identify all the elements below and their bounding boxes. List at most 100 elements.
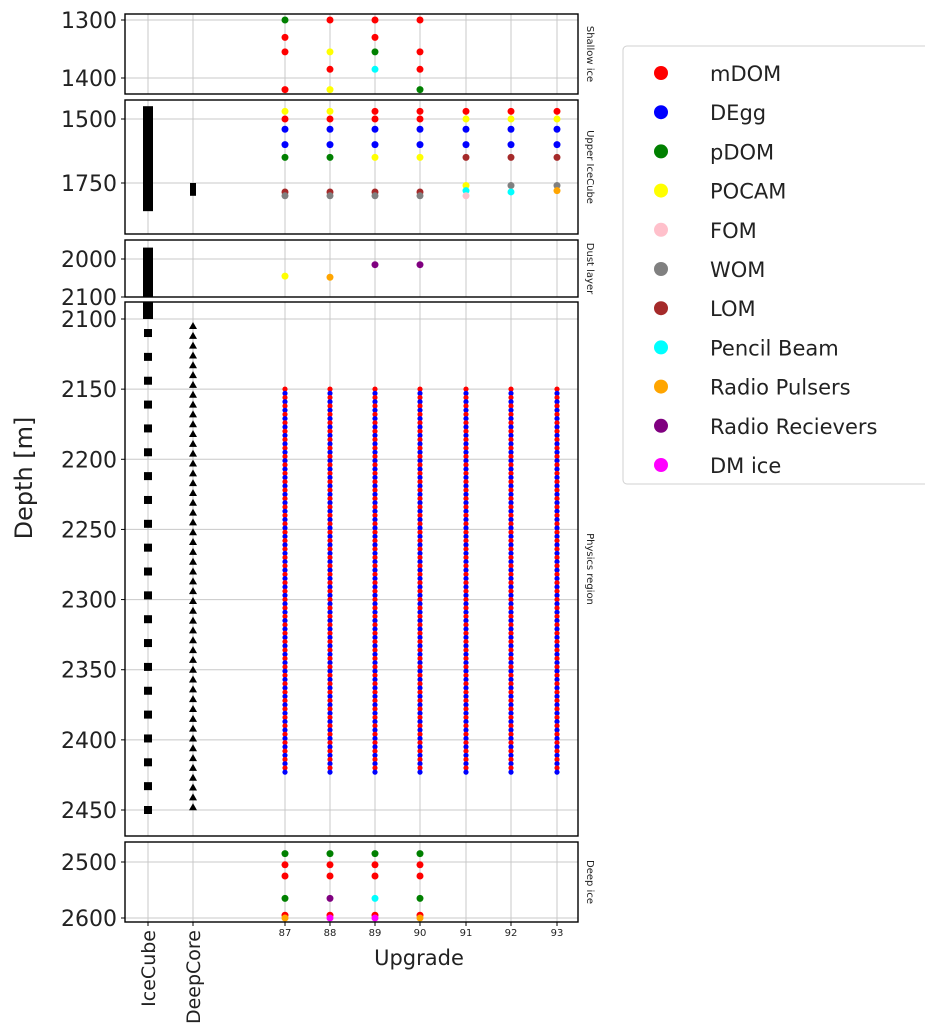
upgrade-module-marker bbox=[327, 605, 333, 611]
upgrade-module-marker bbox=[372, 622, 378, 628]
upgrade-module-marker bbox=[327, 411, 333, 417]
x-axis-label: Upgrade bbox=[374, 946, 464, 970]
panel-physics-region: 2100 2150 2200 2250 2300 2350 2400 2450 Physics … bbox=[61, 301, 595, 837]
upgrade-module-marker bbox=[554, 538, 560, 544]
y-tick-label: 2350 bbox=[61, 659, 117, 684]
upgrade-module-marker bbox=[417, 596, 423, 603]
upgrade-module-marker bbox=[327, 487, 333, 493]
upgrade-module-marker bbox=[372, 765, 378, 771]
upgrade-module-marker bbox=[327, 639, 333, 645]
x-tick-label: 93 bbox=[551, 928, 564, 939]
y-tick-label: 2450 bbox=[61, 799, 117, 824]
upgrade-module-marker bbox=[281, 894, 289, 902]
upgrade-module-marker bbox=[508, 449, 514, 455]
upgrade-module-marker bbox=[372, 668, 378, 674]
upgrade-module-marker bbox=[282, 660, 288, 666]
upgrade-module-marker bbox=[554, 441, 560, 447]
deepcore-marker bbox=[189, 420, 197, 428]
upgrade-module-marker bbox=[462, 153, 470, 161]
upgrade-module-marker bbox=[327, 546, 333, 552]
upgrade-module-marker bbox=[554, 664, 560, 670]
upgrade-module-marker bbox=[282, 483, 288, 489]
upgrade-module-marker bbox=[282, 386, 288, 392]
upgrade-module-marker bbox=[372, 685, 378, 691]
upgrade-module-marker bbox=[416, 850, 424, 858]
upgrade-module-marker bbox=[508, 508, 514, 514]
upgrade-module-marker bbox=[282, 689, 288, 695]
deepcore-marker bbox=[189, 724, 197, 732]
upgrade-module-marker bbox=[462, 107, 470, 115]
upgrade-module-marker bbox=[327, 647, 333, 653]
upgrade-module-marker bbox=[508, 731, 514, 737]
upgrade-module-marker bbox=[327, 655, 333, 662]
upgrade-module-marker bbox=[416, 153, 424, 161]
upgrade-module-marker bbox=[417, 411, 423, 417]
y-tick-label: 1500 bbox=[61, 108, 117, 133]
upgrade-module-marker bbox=[463, 592, 469, 598]
upgrade-module-marker bbox=[416, 86, 424, 94]
icecube-marker bbox=[144, 782, 152, 791]
upgrade-module-marker bbox=[417, 592, 423, 598]
upgrade-module-marker bbox=[508, 432, 514, 439]
panel-label: Physics region bbox=[584, 533, 595, 605]
upgrade-module-marker bbox=[372, 525, 378, 531]
deepcore-marker bbox=[189, 341, 197, 349]
upgrade-module-marker bbox=[282, 719, 288, 725]
upgrade-module-marker bbox=[508, 639, 514, 645]
upgrade-module-marker bbox=[554, 580, 560, 586]
upgrade-module-marker bbox=[554, 769, 560, 775]
upgrade-module-marker bbox=[282, 550, 288, 556]
upgrade-module-marker bbox=[282, 474, 288, 481]
legend-label: POCAM bbox=[710, 180, 786, 204]
upgrade-module-marker bbox=[417, 622, 423, 628]
deepcore-marker bbox=[189, 508, 197, 516]
upgrade-module-marker bbox=[282, 697, 288, 704]
upgrade-module-marker bbox=[417, 491, 423, 497]
upgrade-module-marker bbox=[462, 141, 470, 149]
icecube-marker bbox=[144, 376, 152, 385]
upgrade-module-marker bbox=[463, 407, 469, 413]
upgrade-module-marker bbox=[417, 538, 423, 544]
upgrade-module-marker bbox=[508, 403, 514, 409]
legend-label: LOM bbox=[710, 297, 756, 321]
upgrade-module-marker bbox=[463, 554, 469, 561]
upgrade-module-marker bbox=[372, 546, 378, 552]
upgrade-module-marker bbox=[282, 613, 288, 620]
upgrade-module-marker bbox=[508, 529, 514, 535]
upgrade-module-marker bbox=[463, 508, 469, 514]
upgrade-module-marker bbox=[371, 48, 379, 56]
upgrade-module-marker bbox=[508, 685, 514, 691]
upgrade-module-marker bbox=[554, 394, 560, 401]
upgrade-module-marker bbox=[417, 651, 423, 657]
upgrade-module-marker bbox=[417, 449, 423, 455]
upgrade-module-marker bbox=[508, 592, 514, 598]
upgrade-module-marker bbox=[372, 453, 378, 460]
legend-marker bbox=[654, 222, 668, 237]
upgrade-module-marker bbox=[508, 744, 514, 750]
icecube-bar bbox=[143, 302, 153, 319]
upgrade-module-marker bbox=[282, 769, 288, 775]
upgrade-module-marker bbox=[372, 445, 378, 451]
upgrade-module-marker bbox=[554, 554, 560, 561]
upgrade-module-marker bbox=[282, 571, 288, 577]
deepcore-marker bbox=[189, 557, 197, 565]
upgrade-module-marker bbox=[554, 596, 560, 603]
upgrade-module-marker bbox=[508, 407, 514, 413]
upgrade-module-marker bbox=[463, 449, 469, 455]
upgrade-module-marker bbox=[508, 479, 514, 485]
upgrade-module-marker bbox=[416, 861, 424, 869]
x-tick-label: 88 bbox=[324, 928, 337, 939]
upgrade-module-marker bbox=[372, 508, 378, 514]
upgrade-module-marker bbox=[508, 542, 514, 548]
upgrade-module-marker bbox=[554, 420, 560, 426]
upgrade-module-marker bbox=[282, 735, 288, 742]
upgrade-module-marker bbox=[417, 407, 423, 413]
upgrade-module-marker bbox=[416, 107, 424, 115]
legend-marker bbox=[654, 183, 668, 198]
upgrade-module-marker bbox=[463, 487, 469, 493]
upgrade-module-marker bbox=[282, 626, 288, 632]
upgrade-module-marker bbox=[508, 445, 514, 451]
upgrade-module-marker bbox=[281, 872, 289, 880]
upgrade-module-marker bbox=[417, 542, 423, 548]
upgrade-module-marker bbox=[417, 693, 423, 699]
